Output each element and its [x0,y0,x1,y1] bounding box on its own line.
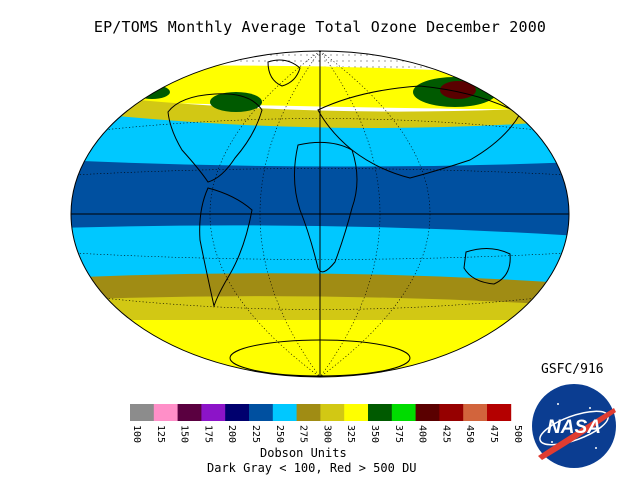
scale-tick-label: 500 [512,425,523,443]
scale-swatch [463,404,488,421]
scale-swatch [153,404,178,421]
scale-swatch [249,404,274,421]
scale-swatch [344,404,369,421]
credit-label: GSFC/916 [541,362,604,377]
scale-swatch [415,404,440,421]
scale-swatch [487,404,512,421]
scale-swatch [177,404,202,421]
scale-tick-label: 275 [298,425,309,443]
north-america-outline [167,93,263,183]
scale-swatch [225,404,250,421]
scale-swatch [439,404,464,421]
scale-swatch [368,404,393,421]
high-north-west [210,92,262,112]
scale-tick-label: 375 [393,425,404,443]
map-border [70,50,570,378]
scale-tick-label: 150 [179,425,190,443]
scale-tick-label: 125 [155,425,166,443]
scale-tick-label: 400 [417,425,428,443]
scale-tick-label: 425 [440,425,451,443]
scale-swatch [320,404,345,421]
range-note: Dark Gray < 100, Red > 500 DU [207,461,417,475]
scale-swatch [272,404,297,421]
nasa-logo-text: NASA [547,417,601,438]
scale-tick-label: 225 [250,425,261,443]
nasa-logo: NASA [532,384,616,468]
map-title: EP/TOMS Monthly Average Total Ozone Dece… [93,18,547,36]
greenland-outline [267,59,301,87]
high-north-east-core [440,81,476,99]
scale-tick-label: 175 [202,425,213,443]
scale-swatch [130,404,155,421]
scale-swatch [296,404,321,421]
scale-tick-label: 475 [488,425,499,443]
australia-outline [463,248,511,285]
eurasia-outline [317,85,521,179]
south-america-outline [199,187,253,308]
scale-tick-label: 300 [321,425,332,443]
scale-tick-label: 250 [274,425,285,443]
scale-swatch [201,404,226,421]
scale-swatch [391,404,416,421]
scale-tick-label: 200 [226,425,237,443]
scale-tick-label: 325 [345,425,356,443]
scale-tick-label: 100 [131,425,142,443]
nasa-logo-vector [538,408,616,460]
scale-tick-label: 350 [369,425,380,443]
units-label: Dobson Units [260,446,347,460]
scale-tick-label: 450 [464,425,475,443]
